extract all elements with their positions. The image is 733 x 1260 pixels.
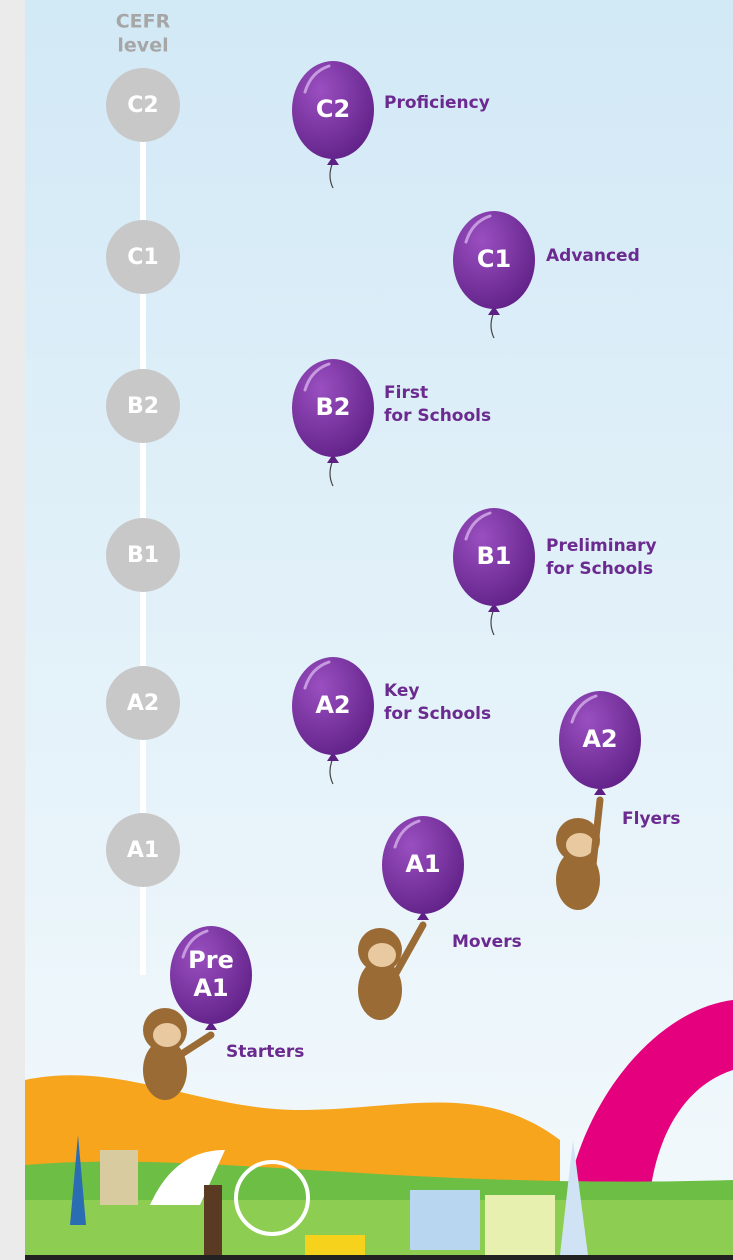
exam-name: Proficiency <box>384 93 490 113</box>
exam-name: First <box>384 383 428 403</box>
clock-tower <box>204 1185 222 1255</box>
exam-name: Flyers <box>622 809 681 829</box>
level-label: A2 <box>127 691 159 716</box>
side-strip <box>0 0 25 1260</box>
exam-name: Starters <box>226 1042 304 1062</box>
page: {"header": {"lines": ["CEFR", "level"]},… <box>0 0 733 1260</box>
level-label: C1 <box>127 245 158 270</box>
balloon-label: Pre <box>188 946 234 974</box>
balloon-label: C2 <box>316 95 350 123</box>
balloon-label: A1 <box>193 974 228 1002</box>
level-label: B2 <box>127 394 159 419</box>
balloon-label: A1 <box>405 850 440 878</box>
level-label: B1 <box>127 543 159 568</box>
skyscrapers <box>410 1190 480 1250</box>
balloon-label: B1 <box>477 542 512 570</box>
balloon-label: C1 <box>477 245 511 273</box>
ground <box>25 1200 733 1260</box>
building <box>100 1150 138 1205</box>
infographic: CEFRlevel C2 C1 B2 B1 A2 A1 C2 Proficiency C1 Adva… <box>0 0 733 1260</box>
bus <box>305 1235 365 1255</box>
exam-name: Preliminary <box>546 536 657 556</box>
road <box>25 1255 733 1260</box>
cefr-heading: CEFR <box>116 11 171 33</box>
exam-name: Advanced <box>546 246 640 266</box>
exam-name: for Schools <box>546 559 653 579</box>
exam-name: Movers <box>452 932 522 952</box>
level-label: A1 <box>127 838 159 863</box>
exam-name: for Schools <box>384 406 491 426</box>
balloon-label: A2 <box>315 691 350 719</box>
balloon-label: B2 <box>316 393 351 421</box>
glasshouse <box>485 1195 555 1255</box>
balloon-label: A2 <box>582 725 617 753</box>
exam-name: for Schools <box>384 704 491 724</box>
monkey-face <box>566 833 594 857</box>
cefr-heading: level <box>117 35 168 57</box>
level-label: C2 <box>127 93 158 118</box>
exam-name: Key <box>384 681 420 701</box>
monkey-face <box>153 1023 181 1047</box>
monkey-face <box>368 943 396 967</box>
